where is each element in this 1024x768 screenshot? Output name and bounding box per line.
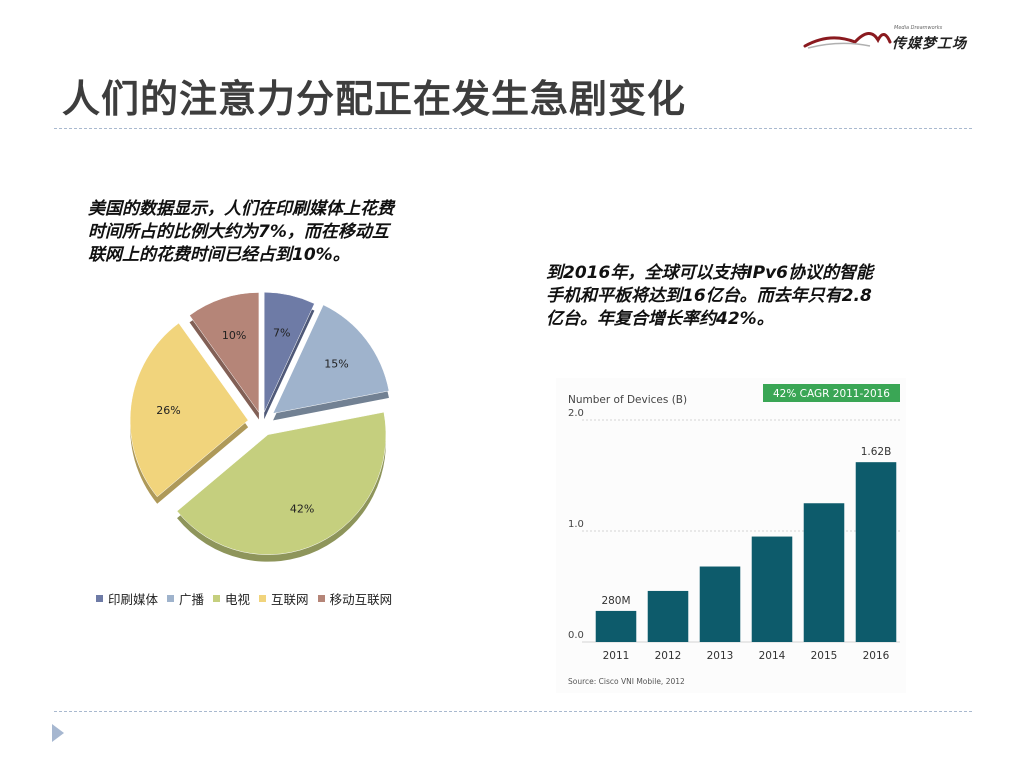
legend-swatch-tv (213, 594, 221, 602)
top-divider (54, 128, 972, 129)
x-tick-label-2016: 2016 (863, 650, 890, 662)
right-note-line-1: 到2016年，全球可以支持IPv6协议的智能 (546, 263, 874, 283)
pie-slice-label-4: 10% (222, 329, 246, 342)
pie-slice-label-3: 26% (156, 404, 180, 417)
bar-data-label-2011: 280M (601, 595, 630, 607)
y-tick-label-0: 0.0 (568, 630, 584, 641)
right-note-line-2: 手机和平板将达到16亿台。而去年只有2.8 (546, 286, 872, 306)
legend-item-mobile: 移动互联网 (317, 589, 393, 608)
x-tick-label-2015: 2015 (811, 650, 838, 662)
y-tick-label-2: 2.0 (568, 408, 584, 419)
legend-label-internet: 互联网 (271, 591, 309, 607)
x-tick-label-2011: 2011 (603, 650, 630, 662)
bar-2014 (751, 536, 793, 642)
bar-2013 (699, 566, 741, 642)
pie-slice-1 (272, 304, 390, 414)
cagr-badge (763, 384, 900, 402)
bar-2012 (647, 590, 689, 642)
bar-chart-title: Number of Devices (B) (568, 394, 687, 406)
x-tick-label-2012: 2012 (655, 650, 682, 662)
legend-swatch-print (96, 594, 103, 602)
legend-swatch-radio (167, 594, 175, 602)
bar-data-label-2016: 1.62B (861, 446, 892, 458)
y-tick-label-1: 1.0 (568, 519, 584, 530)
brand-logo-text: 传媒梦工场 (892, 36, 967, 52)
left-note-line-3: 联网上的花费时间已经占到10%。 (88, 245, 350, 265)
pie-slice-group-2: 42% (176, 411, 387, 562)
pie-slice-2 (176, 411, 387, 555)
brand-logo-mark (803, 32, 892, 49)
next-arrow-icon (52, 724, 64, 742)
attention-pie-chart: 7% 15% 42% 26% 10% (129, 291, 390, 562)
right-note-line-3: 亿台。年复合增长率约42%。 (546, 309, 774, 329)
legend-item-tv: 电视 (213, 589, 250, 608)
legend-swatch-internet (259, 594, 267, 602)
pie-legend: 印刷媒体 广播 电视 互联网 移动互联网 (96, 589, 401, 607)
devices-bar-chart: Number of Devices (B) 42% CAGR 2011-2016 0… (568, 384, 900, 686)
pie-slice-group-1: 15% (272, 304, 390, 421)
left-note: 美国的数据显示，人们在印刷媒体上花费 时间所占的比例大约为7%，而在移动互 联网… (88, 198, 394, 267)
pie-slice-4 (189, 292, 260, 414)
cagr-badge-text: 42% CAGR 2011-2016 (773, 388, 890, 400)
legend-swatch-mobile (317, 594, 325, 602)
bar-chart-source: Source: Cisco VNI Mobile, 2012 (568, 677, 685, 686)
left-note-line-2: 时间所占的比例大约为7%，而在移动互 (88, 222, 389, 242)
pie-slice-label-0: 7% (273, 327, 290, 340)
bar-2015 (803, 503, 845, 642)
legend-item-radio: 广播 (167, 589, 204, 608)
legend-label-mobile: 移动互联网 (329, 591, 393, 607)
x-tick-label-2013: 2013 (707, 650, 734, 662)
bottom-divider (54, 711, 972, 712)
pie-slice-label-1: 15% (324, 357, 348, 370)
pie-slice-group-3: 26% (129, 322, 249, 504)
pie-slice-group-4: 10% (189, 292, 260, 420)
brand-logo-subtitle: Media Dreamworks (894, 25, 943, 31)
devices-bar-chart-panel: Number of Devices (B) 42% CAGR 2011-2016 0… (556, 378, 906, 693)
pie-slice-3 (129, 322, 249, 498)
left-note-line-1: 美国的数据显示，人们在印刷媒体上花费 (88, 199, 394, 219)
pie-slice-0 (263, 291, 315, 413)
legend-item-internet: 互联网 (259, 589, 309, 608)
bar-2016 (855, 462, 897, 642)
pie-slice-group-0: 7% (263, 291, 315, 420)
legend-item-print: 印刷媒体 (96, 589, 158, 608)
page-title: 人们的注意力分配正在发生急剧变化 (62, 77, 687, 121)
legend-label-radio: 广播 (179, 591, 205, 607)
bar-2011 (595, 610, 637, 642)
pie-slice-label-2: 42% (290, 503, 314, 516)
right-note: 到2016年，全球可以支持IPv6协议的智能 手机和平板将达到16亿台。而去年只… (546, 262, 873, 331)
legend-label-tv: 电视 (225, 591, 251, 607)
legend-label-print: 印刷媒体 (108, 591, 159, 607)
x-tick-label-2014: 2014 (759, 650, 786, 662)
